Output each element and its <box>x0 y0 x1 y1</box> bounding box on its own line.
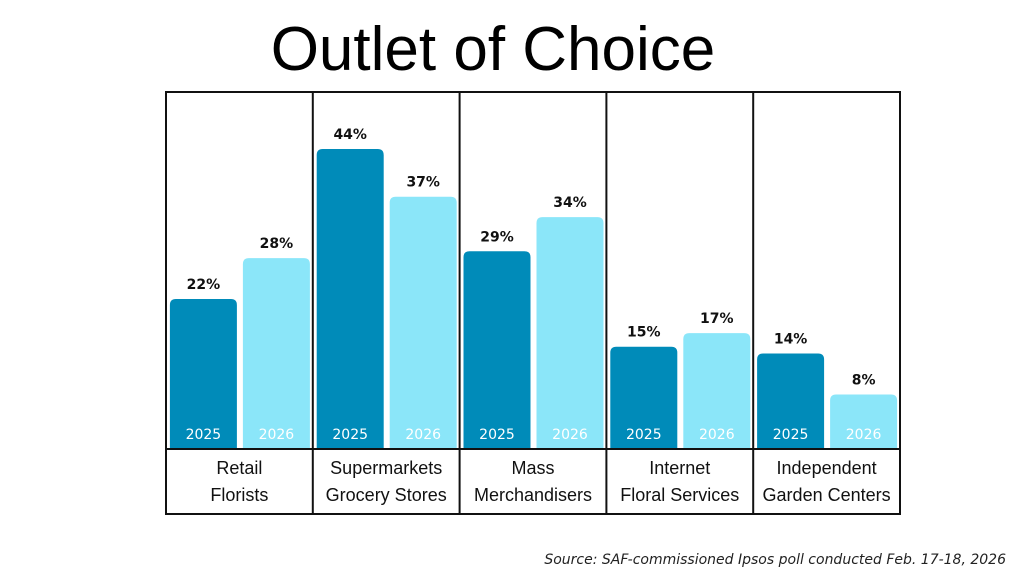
source-note: Source: SAF-commissioned Ipsos poll cond… <box>544 552 1006 568</box>
series-label: 2026 <box>699 427 735 443</box>
category-label: Florists <box>210 485 268 505</box>
data-label: 22% <box>187 277 221 293</box>
series-label: 2026 <box>846 427 882 443</box>
category-label: Floral Services <box>620 485 739 505</box>
series-label: 2026 <box>259 427 295 443</box>
category-label: Mass <box>511 458 554 478</box>
bar-2025 <box>463 251 531 449</box>
series-label: 2025 <box>773 427 809 443</box>
category-label: Independent <box>777 458 877 478</box>
series-label: 2025 <box>332 427 368 443</box>
data-label: 37% <box>406 175 440 191</box>
data-label: 14% <box>774 332 808 348</box>
data-label: 15% <box>627 325 661 341</box>
series-label: 2025 <box>186 427 222 443</box>
data-label: 44% <box>333 127 367 143</box>
bar-2026 <box>830 394 898 449</box>
data-label: 17% <box>700 311 734 327</box>
data-label: 29% <box>480 229 514 245</box>
bar-2026 <box>536 217 604 449</box>
data-label: 8% <box>852 372 876 388</box>
data-label: 28% <box>260 236 294 252</box>
category-label: Supermarkets <box>330 458 442 478</box>
category-label: Internet <box>649 458 710 478</box>
category-label: Retail <box>216 458 262 478</box>
series-label: 2026 <box>405 427 441 443</box>
category-label: Merchandisers <box>474 485 592 505</box>
bar-2025 <box>610 346 678 449</box>
bar-2026 <box>242 258 310 449</box>
bar-2026 <box>389 196 457 449</box>
category-label: Grocery Stores <box>326 485 447 505</box>
chart-frame <box>165 91 901 515</box>
category-label: Garden Centers <box>763 485 891 505</box>
bar-2025 <box>757 353 825 449</box>
bar-2025 <box>169 299 237 449</box>
chart-title: Outlet of Choice <box>270 15 716 84</box>
bar-2026 <box>683 333 751 449</box>
series-label: 2026 <box>552 427 588 443</box>
series-label: 2025 <box>626 427 662 443</box>
data-label: 34% <box>553 195 587 211</box>
bar-2025 <box>316 149 384 449</box>
series-label: 2025 <box>479 427 515 443</box>
